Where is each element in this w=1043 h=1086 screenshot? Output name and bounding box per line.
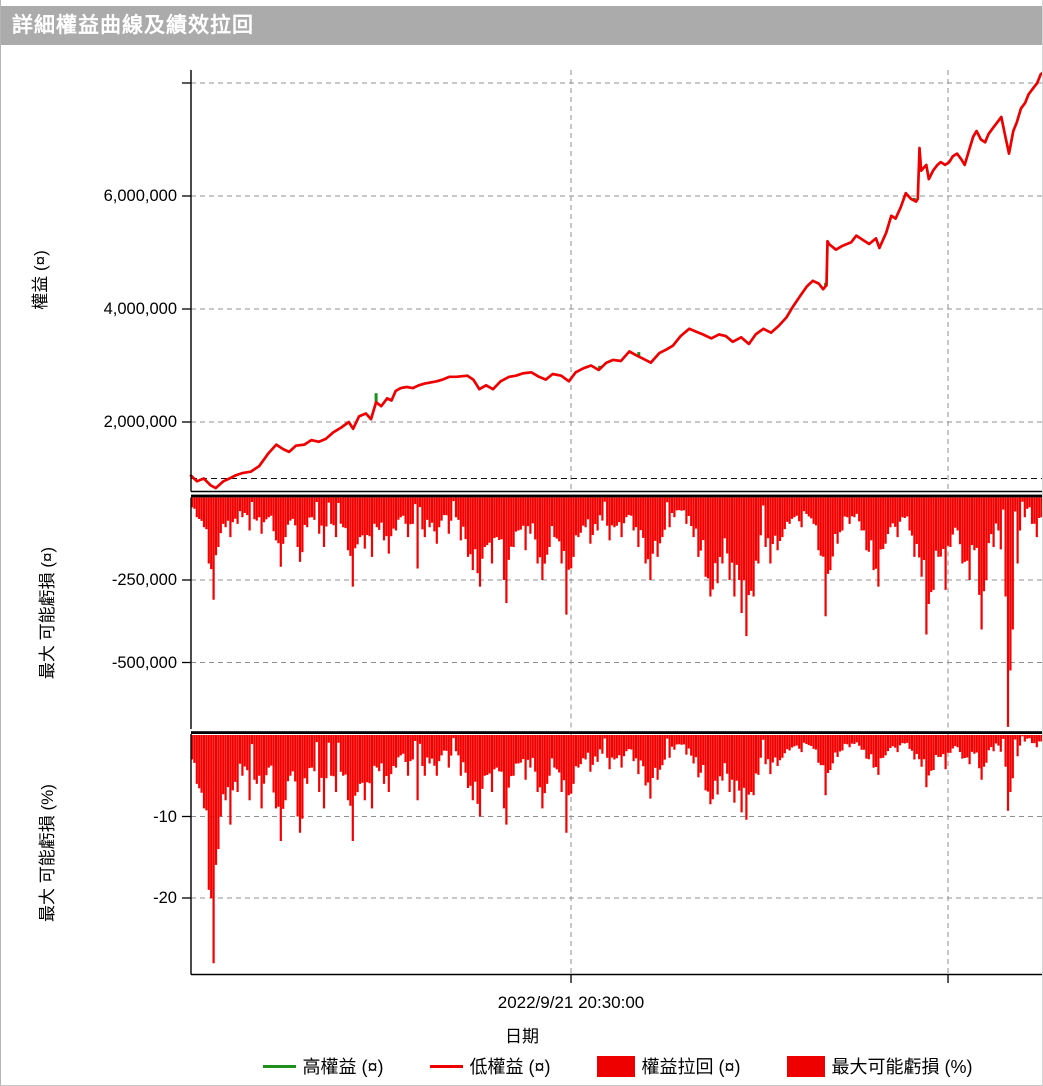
equity-tick-label: 6,000,000 [103, 187, 177, 205]
drawdown-pct-bars [190, 735, 1042, 964]
dd-money-axis-title: 最大 可能虧損 (¤) [38, 546, 57, 680]
dd-money-tick-label: -500,000 [111, 653, 177, 672]
green-line-swatch-icon [262, 1064, 296, 1068]
legend-item-max-loss-pct: 最大可能虧損 (%) [786, 1053, 973, 1079]
section-title: 詳細權益曲線及績效拉回 [12, 14, 254, 37]
dd-pct-top-border [191, 731, 1042, 734]
legend-label: 最大可能虧損 (%) [831, 1057, 973, 1077]
legend-label: 低權益 (¤) [469, 1057, 551, 1077]
red-box-swatch-icon [596, 1055, 635, 1077]
equity-tick-label: 4,000,000 [103, 300, 177, 318]
equity-tick-label: 2,000,000 [103, 413, 177, 431]
legend-item-low-equity: 低權益 (¤) [429, 1053, 551, 1079]
x-axis-title: 日期 [505, 1027, 539, 1046]
legend-item-high-equity: 高權益 (¤) [262, 1053, 384, 1079]
dd-money-top-border [191, 494, 1042, 498]
legend-item-equity-drawdown: 權益拉回 (¤) [596, 1053, 741, 1079]
dd-money-tick-label: -250,000 [111, 571, 177, 589]
legend-label: 高權益 (¤) [302, 1057, 384, 1077]
section-title-bar: 詳細權益曲線及績效拉回 [1, 6, 1042, 45]
equity-axis-title: 權益 (¤) [31, 250, 50, 310]
legend-label: 權益拉回 (¤) [641, 1057, 741, 1077]
dd-pct-axis-title: 最大 可能虧損 (%) [38, 784, 57, 922]
red-line-swatch-icon [429, 1064, 463, 1068]
dd-pct-tick-label: -20 [153, 889, 177, 907]
x-axis-tick-label: 2022/9/21 20:30:00 [497, 993, 645, 1012]
red-box-swatch-icon [786, 1055, 825, 1077]
dd-pct-tick-label: -10 [153, 807, 177, 826]
low-equity-line [189, 71, 1042, 490]
legend: 高權益 (¤) 低權益 (¤) 權益拉回 (¤) 最大可能虧損 (%) [191, 1050, 1042, 1082]
drawdown-money-bars [190, 497, 1042, 727]
